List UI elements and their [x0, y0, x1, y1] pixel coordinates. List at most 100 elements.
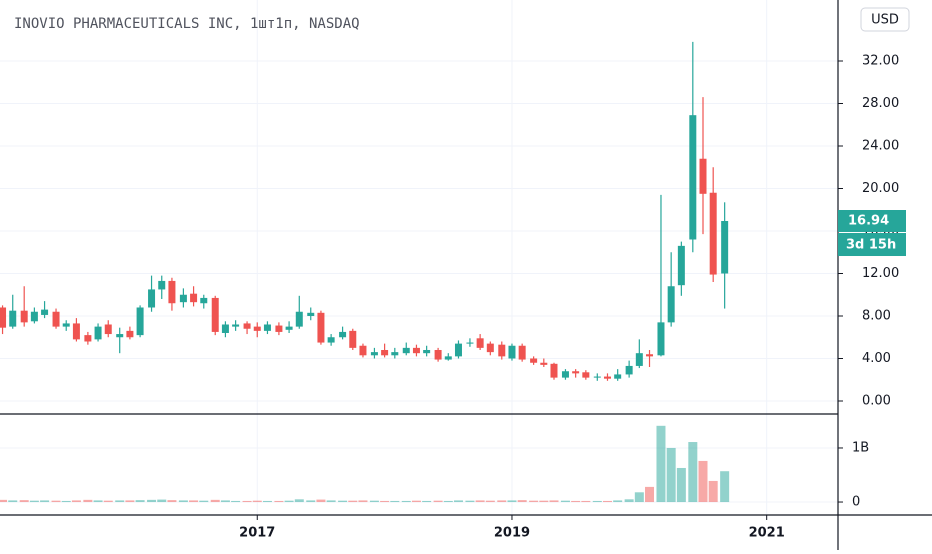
volume-bar	[61, 500, 71, 503]
candle-body	[540, 362, 548, 365]
volume-bar	[125, 500, 135, 503]
volume-bar	[242, 500, 252, 503]
candle-body	[603, 376, 611, 379]
candle-body	[158, 280, 166, 290]
candle-body	[339, 331, 347, 338]
volume-bar	[602, 500, 612, 503]
volume-bar	[135, 500, 145, 503]
volume-bar	[411, 500, 421, 503]
y-tick-label: 24.00	[862, 138, 899, 153]
candle-body	[52, 311, 60, 327]
volume-bar	[220, 500, 230, 503]
x-tick-label: 2017	[239, 526, 275, 541]
volume-bar	[443, 500, 453, 503]
candle-body	[41, 309, 49, 315]
volume-bar	[83, 499, 93, 503]
volume-bar	[19, 500, 29, 503]
candle-body	[572, 371, 580, 374]
volume-bar	[284, 500, 294, 503]
candle-body	[582, 372, 590, 378]
candle-body	[179, 294, 187, 303]
candle-body	[689, 115, 697, 240]
volume-bar	[592, 500, 602, 503]
axes: 0.004.008.0012.0016.0020.0024.0028.0032.…	[239, 53, 906, 541]
volume-bar	[422, 500, 432, 503]
volume-bar	[688, 442, 698, 503]
candle-body	[530, 358, 538, 363]
candle-body	[359, 345, 367, 356]
last-price-label: 16.94	[848, 214, 889, 229]
candle-body	[699, 158, 707, 194]
y-tick-label: 12.00	[862, 266, 899, 281]
candle-body	[349, 330, 357, 348]
candle-body	[20, 310, 28, 323]
candle-body	[200, 297, 208, 304]
volume-bar	[252, 500, 262, 503]
candle-body	[221, 324, 229, 333]
volume-bar	[40, 500, 50, 503]
volume-bar	[71, 500, 81, 503]
volume-bar	[624, 499, 634, 503]
candle-body	[136, 307, 144, 336]
candle-body	[62, 323, 70, 327]
volume-bar	[401, 500, 411, 503]
volume-bar	[262, 500, 272, 503]
y-tick-label: 0.00	[862, 393, 891, 408]
volume-bar	[147, 499, 157, 503]
y-tick-label: 28.00	[862, 96, 899, 111]
candle-body	[381, 349, 389, 356]
volume-bar	[720, 471, 730, 503]
candle-body	[190, 293, 198, 303]
volume-bar	[380, 500, 390, 503]
candle-body	[285, 326, 293, 330]
candle-body	[423, 349, 431, 354]
y-tick-label: 32.00	[862, 53, 899, 68]
volume-bar	[210, 499, 220, 503]
volume-bar	[178, 500, 188, 503]
candle-body	[232, 324, 240, 327]
volume-bar	[485, 500, 495, 503]
candle-body	[317, 312, 325, 343]
candle-body	[84, 335, 92, 342]
currency-label[interactable]: USD	[871, 13, 899, 28]
x-tick-label: 2021	[749, 526, 785, 541]
volume-bar	[497, 500, 507, 503]
volume-bar	[507, 500, 517, 503]
volume-bar	[348, 500, 358, 503]
volume-bar	[529, 500, 539, 503]
volume-bar	[8, 500, 18, 503]
candle-body	[646, 354, 654, 357]
volume-bar	[29, 500, 39, 503]
candle-body	[498, 344, 506, 357]
candle-body	[486, 343, 494, 353]
candle-body	[593, 376, 601, 378]
volume-bar	[316, 499, 326, 503]
candle-body	[402, 347, 410, 354]
volume-bar	[93, 500, 103, 503]
volume-bar	[465, 500, 475, 503]
candle-body	[295, 311, 303, 327]
currency-button[interactable]	[860, 7, 910, 32]
volume-bar	[167, 500, 177, 503]
candle-body	[94, 326, 102, 340]
candle-body	[148, 289, 156, 308]
candle-body	[253, 326, 261, 331]
candle-body	[454, 343, 462, 357]
candle-body	[550, 363, 558, 378]
volume-bar	[571, 500, 581, 503]
volume-bar	[645, 486, 655, 503]
plot	[0, 41, 730, 503]
candle-body	[614, 374, 622, 379]
volume-bar	[390, 500, 400, 503]
candle-body	[667, 286, 675, 323]
volume-bar	[326, 500, 336, 503]
volume-bar	[51, 500, 61, 503]
candle-body	[434, 349, 442, 360]
volume-bar	[338, 500, 348, 503]
candle-body	[677, 245, 685, 286]
candle-body	[116, 334, 124, 338]
volume-bar	[539, 500, 549, 503]
candle-body	[657, 322, 665, 356]
y-tick-label: 4.00	[862, 351, 891, 366]
